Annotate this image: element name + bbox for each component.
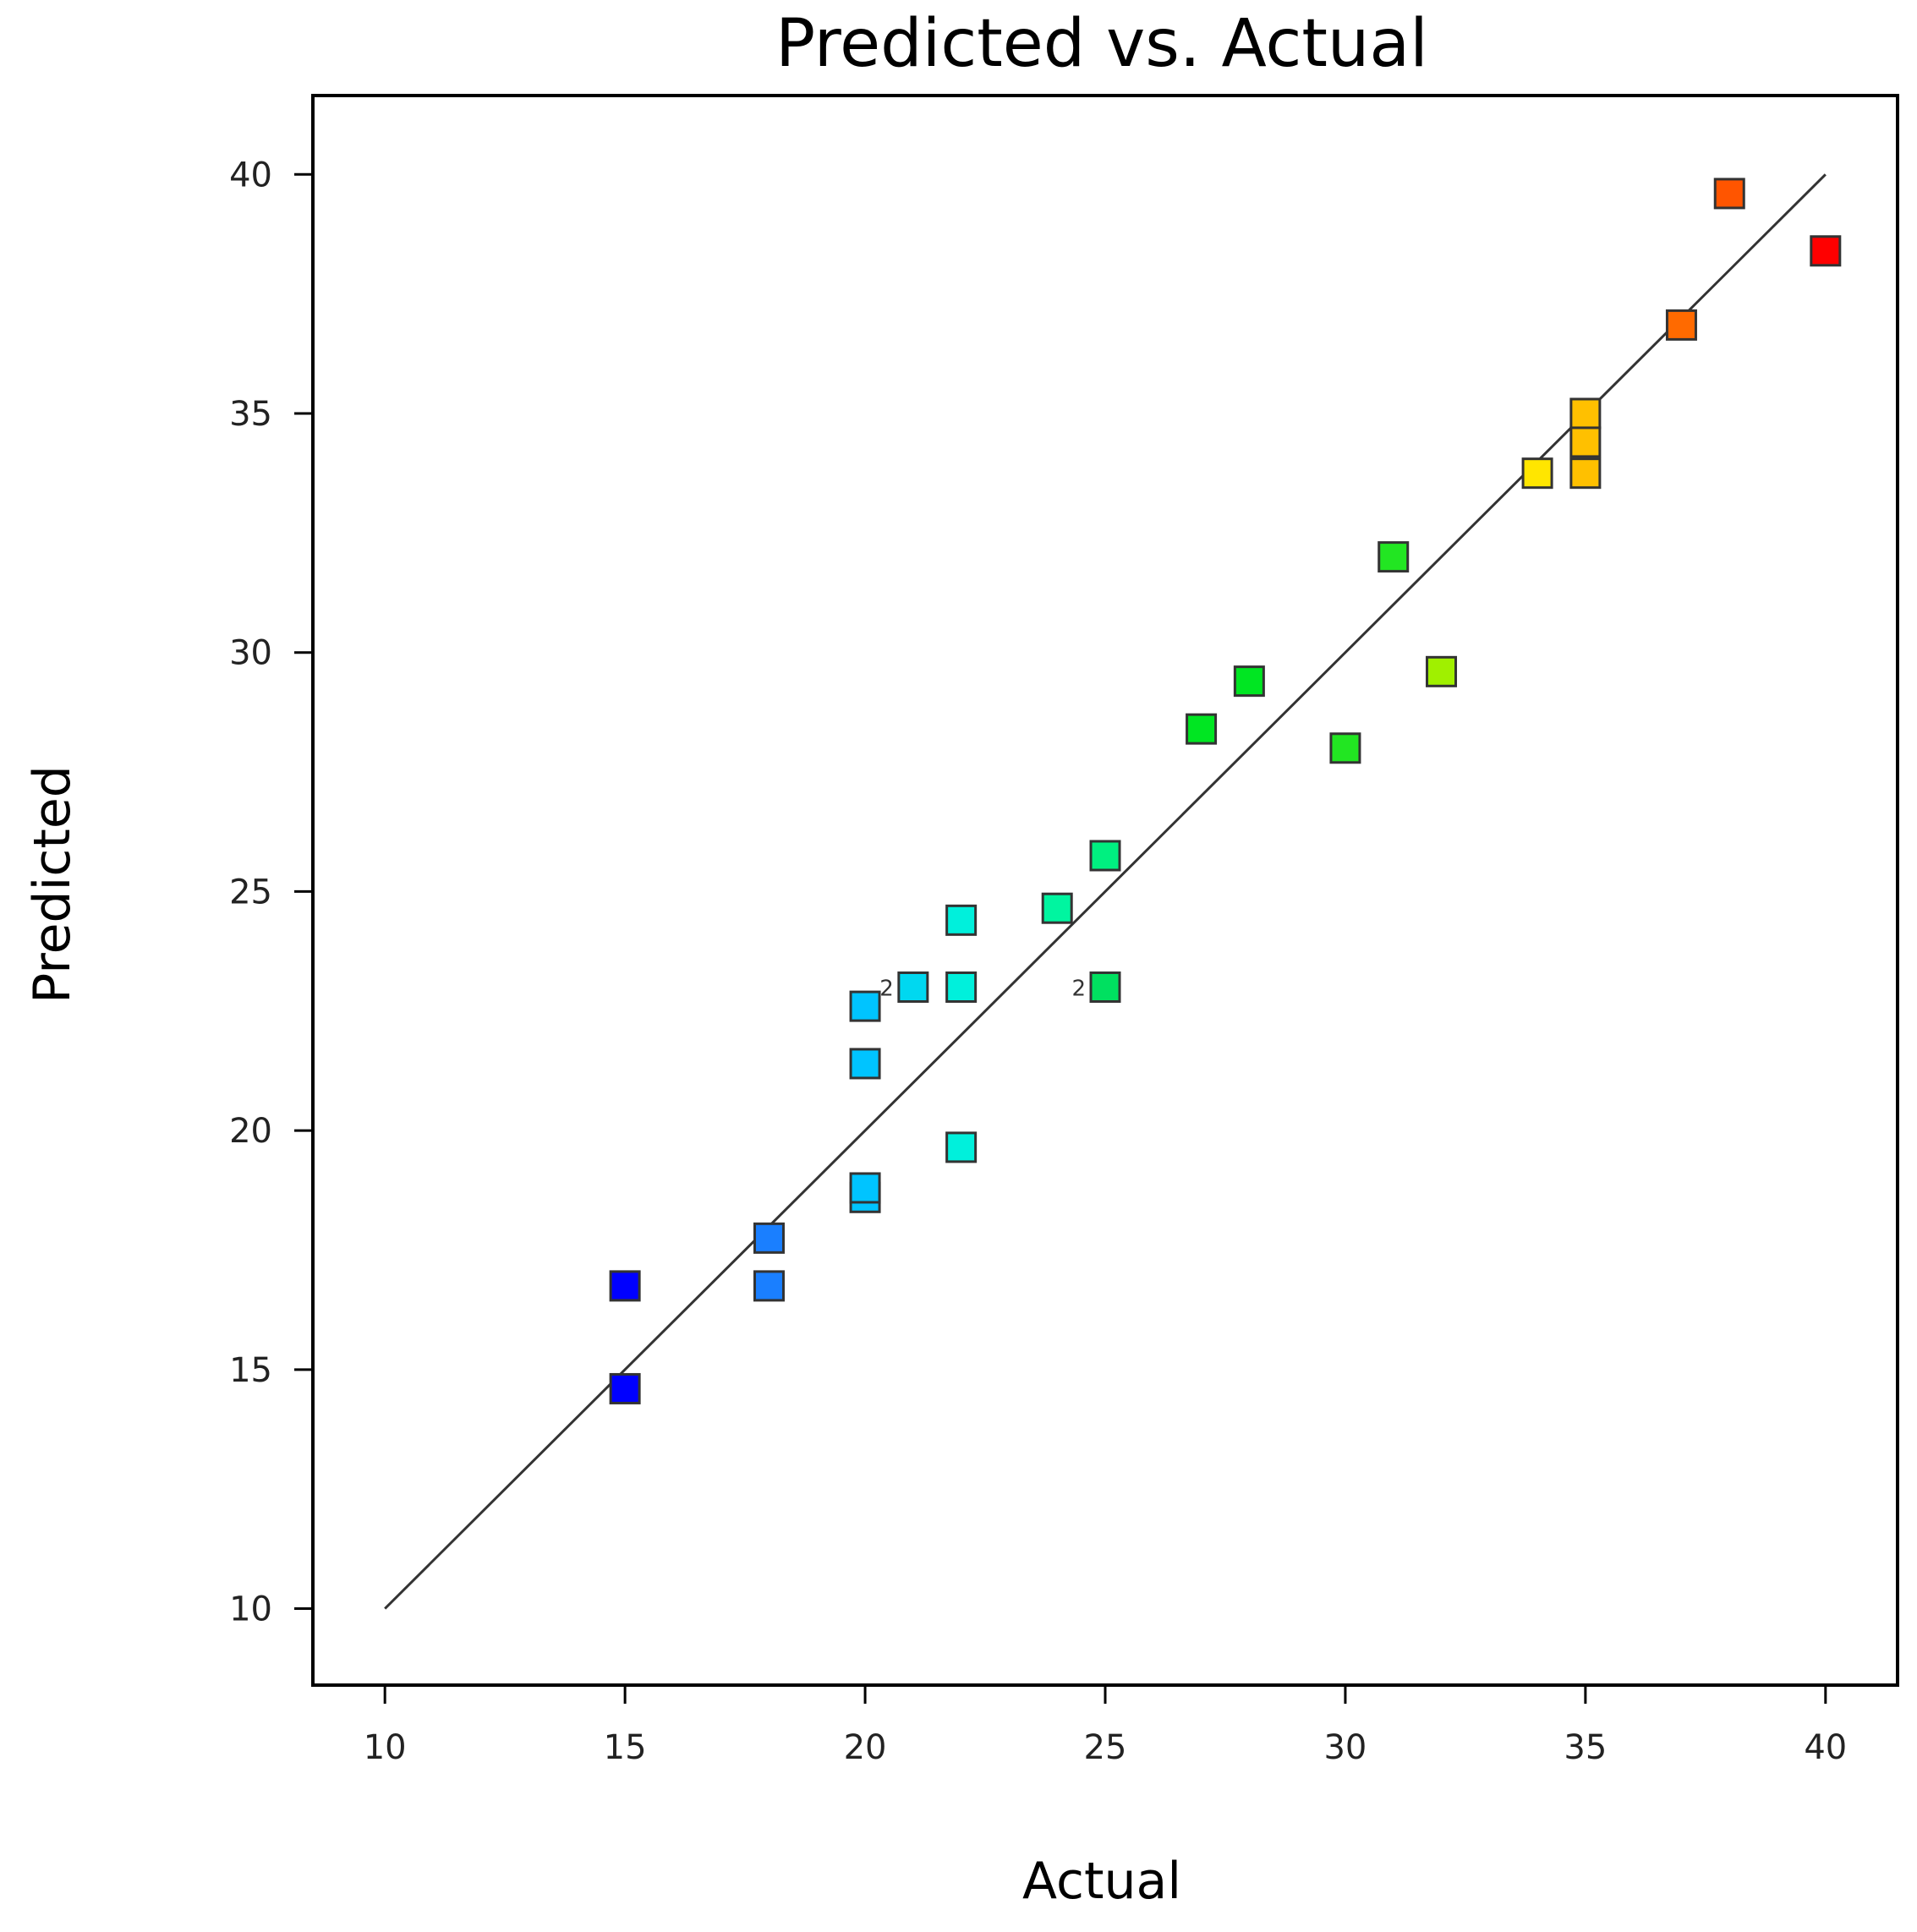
y-axis-label: Predicted bbox=[23, 765, 82, 1004]
data-point-26 bbox=[1810, 235, 1842, 267]
data-point-25 bbox=[1713, 178, 1745, 210]
x-tick-label-3: 25 bbox=[1084, 1728, 1127, 1767]
x-axis-label: Actual bbox=[1022, 1852, 1181, 1911]
data-point-2 bbox=[753, 1222, 785, 1254]
y-tick-label-3: 25 bbox=[229, 873, 272, 911]
data-point-4 bbox=[849, 990, 881, 1022]
data-point-12 bbox=[1041, 892, 1073, 924]
x-tick-label-0: 10 bbox=[364, 1728, 407, 1767]
y-tick-label-1: 15 bbox=[229, 1351, 272, 1390]
data-point-7 bbox=[849, 1172, 881, 1204]
data-point-10 bbox=[945, 971, 978, 1003]
data-point-17 bbox=[1329, 732, 1361, 764]
data-point-21 bbox=[1569, 397, 1602, 430]
x-tick-label-5: 35 bbox=[1564, 1728, 1607, 1767]
data-point-0 bbox=[609, 1270, 641, 1302]
data-point-18 bbox=[1378, 541, 1410, 573]
data-point-22 bbox=[1569, 426, 1602, 458]
y-tick-label-4: 30 bbox=[229, 634, 272, 673]
y-tick-label-6: 40 bbox=[229, 156, 272, 194]
data-point-19 bbox=[1426, 655, 1458, 687]
data-point-5 bbox=[849, 1048, 881, 1080]
data-point-16 bbox=[1233, 665, 1265, 698]
x-tick-label-6: 40 bbox=[1804, 1728, 1847, 1767]
point-count-label-14: 2 bbox=[1071, 976, 1086, 1001]
x-tick-label-4: 30 bbox=[1323, 1728, 1367, 1767]
y-tick-label-0: 10 bbox=[229, 1590, 272, 1629]
data-point-9 bbox=[945, 904, 978, 936]
data-point-11 bbox=[945, 1131, 978, 1163]
data-point-13 bbox=[1089, 840, 1121, 872]
reference-line bbox=[384, 173, 1827, 1610]
point-count-label-8: 2 bbox=[879, 976, 894, 1001]
data-point-14 bbox=[1089, 971, 1121, 1003]
data-point-8 bbox=[897, 971, 929, 1003]
x-tick-label-2: 20 bbox=[844, 1728, 887, 1767]
data-point-15 bbox=[1186, 713, 1218, 745]
data-point-1 bbox=[609, 1372, 641, 1404]
y-tick-label-5: 35 bbox=[229, 395, 272, 434]
y-tick-label-2: 20 bbox=[229, 1112, 272, 1151]
data-point-3 bbox=[753, 1270, 785, 1302]
chart-title: Predicted vs. Actual bbox=[775, 6, 1428, 82]
data-point-23 bbox=[1569, 457, 1602, 490]
x-tick-label-1: 15 bbox=[604, 1728, 647, 1767]
ticks-layer: 10 15 20 25 30 35 40 10 15 20 25 30 35 40 bbox=[229, 156, 1847, 1767]
data-point-24 bbox=[1665, 309, 1697, 341]
data-point-20 bbox=[1521, 457, 1553, 490]
